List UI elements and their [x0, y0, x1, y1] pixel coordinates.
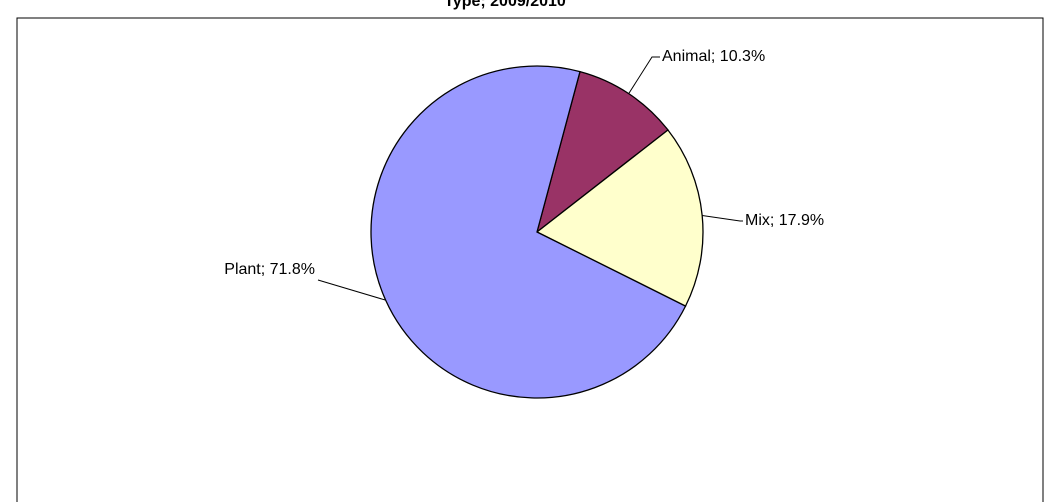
chart-title: Type; 2009/2010 — [444, 0, 566, 10]
data-label: Plant; 71.8% — [224, 261, 315, 278]
data-label: Mix; 17.9% — [745, 212, 824, 229]
leader-line — [628, 56, 660, 94]
leader-line — [702, 215, 743, 222]
data-label: Animal; 10.3% — [662, 48, 765, 65]
pie-slice — [535, 129, 704, 307]
leader-line — [317, 279, 386, 301]
